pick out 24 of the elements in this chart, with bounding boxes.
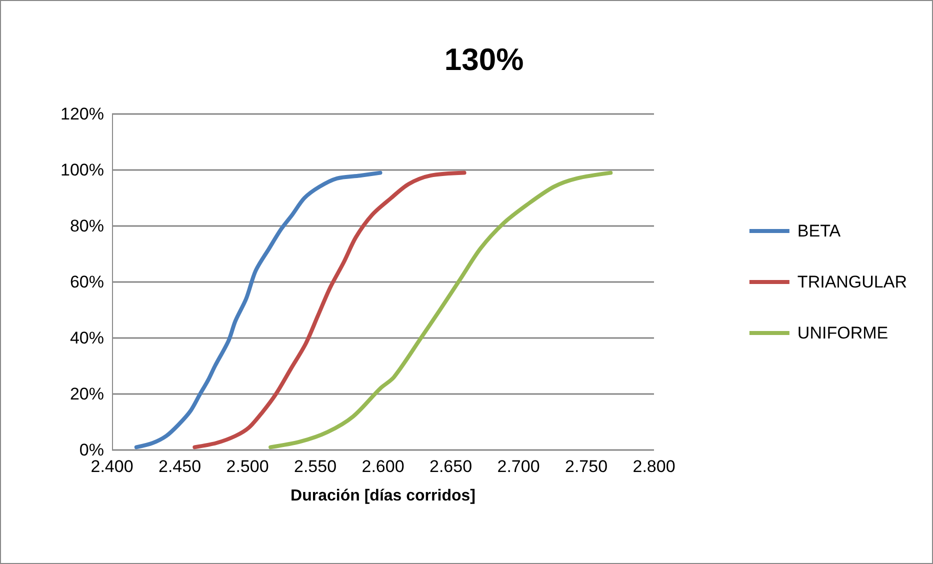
line-series bbox=[192, 170, 466, 450]
line-series bbox=[268, 170, 613, 450]
y-tick-label: 40% bbox=[70, 328, 104, 348]
x-tick-label: 2.400 bbox=[90, 457, 134, 476]
y-tick-label: 20% bbox=[70, 384, 104, 404]
x-tick-label: 2.700 bbox=[497, 457, 540, 476]
y-tick-label: 60% bbox=[70, 272, 104, 292]
x-tick-label: 2.450 bbox=[158, 457, 202, 476]
chart-title: 130% bbox=[444, 42, 524, 77]
x-axis-title: Duración [días corridos] bbox=[290, 488, 476, 504]
x-tick-label: 2.500 bbox=[226, 457, 269, 476]
x-tick-label: 2.550 bbox=[294, 457, 337, 476]
x-tick-label: 2.800 bbox=[632, 457, 676, 476]
legend-label: BETA bbox=[797, 222, 842, 240]
x-tick-label: 2.650 bbox=[429, 457, 472, 476]
x-tick-label: 2.750 bbox=[564, 457, 608, 476]
y-tick-label: 120% bbox=[60, 104, 104, 124]
legend-label: UNIFORME bbox=[797, 324, 888, 342]
y-tick-label: 80% bbox=[70, 216, 104, 236]
y-tick-label: 0% bbox=[79, 440, 104, 460]
y-tick-label: 100% bbox=[60, 160, 104, 180]
line-series bbox=[134, 170, 382, 450]
legend-label: TRIANGULAR bbox=[797, 272, 908, 292]
x-tick-label: 2.600 bbox=[362, 457, 404, 476]
